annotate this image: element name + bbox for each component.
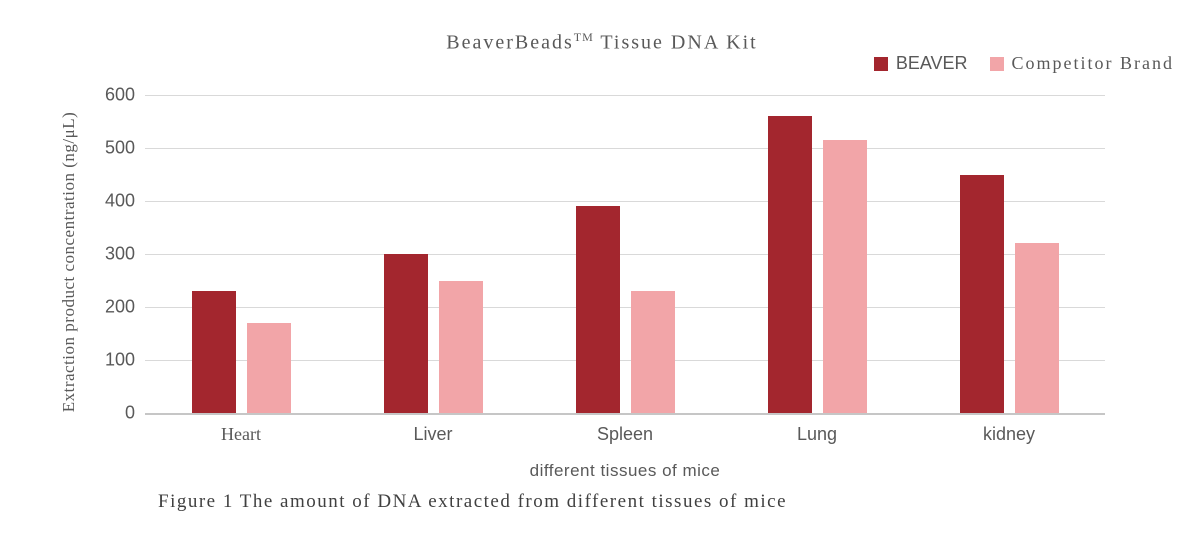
x-tick-label-liver: Liver — [413, 424, 453, 444]
legend-item-competitor-brand: Competitor Brand — [989, 53, 1174, 74]
bar-beaver-heart — [191, 291, 236, 413]
bar-competitor-brand-lung — [822, 140, 867, 413]
legend-item-beaver: BEAVER — [873, 53, 968, 74]
bar-beaver-lung — [767, 116, 812, 413]
y-tick-label: 200 — [104, 296, 135, 317]
legend-label: BEAVER — [895, 53, 968, 73]
bar-group-spleen — [529, 95, 721, 413]
x-tick-labels: Heart Liver Spleen Lung kidney — [145, 424, 1105, 445]
x-tick-label-spleen: Spleen — [596, 424, 654, 444]
bar-group-lung — [721, 95, 913, 413]
bar-competitor-brand-kidney — [1014, 243, 1059, 413]
bar-beaver-kidney — [959, 174, 1004, 413]
bar-group-kidney — [913, 95, 1105, 413]
trademark-superscript: TM — [573, 30, 594, 44]
gridlines — [145, 95, 1105, 413]
bar-competitor-brand-spleen — [630, 291, 675, 413]
y-tick-label: 500 — [104, 137, 135, 158]
bar-competitor-brand-heart — [246, 322, 291, 413]
gridline — [145, 360, 1105, 361]
gridline — [145, 307, 1105, 308]
legend-label: Competitor Brand — [1011, 53, 1174, 73]
legend-swatch-icon — [873, 56, 888, 71]
bar-groups — [145, 95, 1105, 413]
y-tick-label: 400 — [104, 190, 135, 211]
plot-area: 0 100 200 300 400 500 600 — [105, 85, 1105, 423]
chart-title-rest: Tissue DNA Kit — [593, 31, 758, 54]
chart-title-main: BeaverBeads — [446, 31, 574, 54]
gridline — [145, 148, 1105, 149]
x-axis-title: different tissues of mice — [529, 461, 721, 480]
y-tick-label: 600 — [104, 84, 135, 105]
bar-beaver-spleen — [575, 206, 620, 413]
legend: BEAVER Competitor Brand — [873, 53, 1174, 74]
bar-group-liver — [337, 95, 529, 413]
bar-beaver-liver — [383, 254, 428, 413]
gridline — [145, 254, 1105, 255]
y-tick-label: 100 — [104, 349, 135, 370]
y-tick-label: 0 — [124, 402, 135, 423]
x-tick-label-heart: Heart — [221, 424, 261, 444]
bar-group-heart — [145, 95, 337, 413]
x-tick-label-lung: Lung — [796, 424, 838, 444]
y-tick-labels: 0 100 200 300 400 500 600 — [105, 85, 1105, 423]
x-tick-label-kidney: kidney — [982, 424, 1036, 444]
bar-competitor-brand-liver — [438, 280, 483, 413]
gridline — [145, 201, 1105, 202]
y-axis-title: Extraction product concentration (ng/μL) — [59, 111, 78, 413]
chart-title: BeaverBeadsTM Tissue DNA Kit — [0, 30, 1204, 55]
figure-caption: Figure 1 The amount of DNA extracted fro… — [158, 491, 788, 512]
y-tick-label: 300 — [104, 243, 135, 264]
legend-swatch-icon — [989, 56, 1004, 71]
gridline — [145, 95, 1105, 96]
